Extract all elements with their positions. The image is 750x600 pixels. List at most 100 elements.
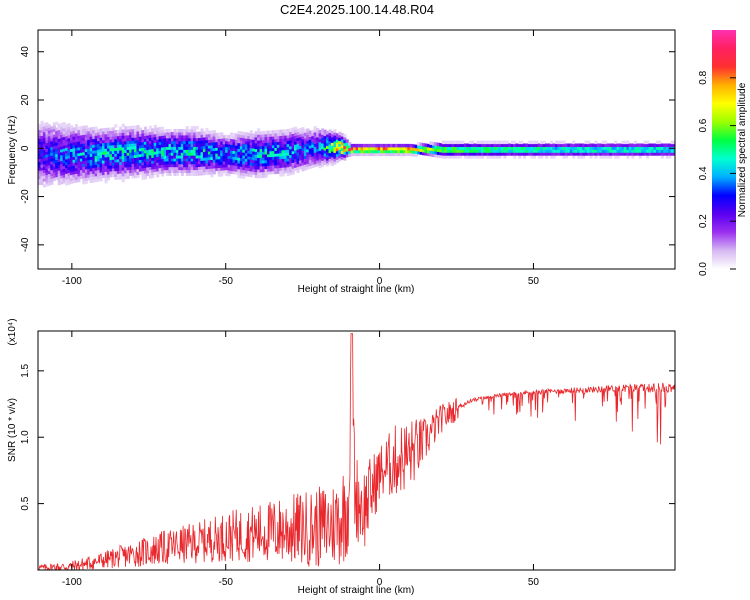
spectrogram-cell xyxy=(207,153,211,158)
spectrogram-cell xyxy=(215,153,219,157)
spectrogram-cell xyxy=(210,144,214,149)
spectrogram-cell xyxy=(42,137,46,141)
spectrogram-cell xyxy=(222,161,226,165)
spectrogram-cell xyxy=(574,146,578,150)
spectrogram-cell xyxy=(247,164,251,169)
spectrogram-cell xyxy=(205,128,209,132)
spectrogram-cell xyxy=(129,152,133,156)
spectrogram-cell xyxy=(210,159,214,163)
spectrogram-cell xyxy=(215,135,219,140)
spectrogram-cell xyxy=(257,131,261,135)
spectrogram-cell xyxy=(52,131,56,135)
spectrogram-cell xyxy=(244,146,248,151)
spectrogram-cell xyxy=(148,128,152,133)
spectrogram-cell xyxy=(545,155,549,159)
spectrogram-cell xyxy=(279,138,283,142)
spectrogram-cell xyxy=(62,165,66,169)
spectrogram-cell xyxy=(168,131,172,136)
spectrogram-cell xyxy=(148,137,152,141)
spectrogram-cell xyxy=(663,146,667,150)
spectrogram-cell xyxy=(518,149,522,153)
spectrogram-cell xyxy=(193,169,197,173)
spectrogram-cell xyxy=(188,149,192,153)
spectrogram-cell xyxy=(308,159,312,163)
spectrogram-cell xyxy=(380,143,384,148)
spectrogram-cell xyxy=(57,175,61,180)
spectrogram-cell xyxy=(670,149,674,153)
spectrogram-cell xyxy=(559,143,563,147)
spectrogram-cell xyxy=(114,176,118,180)
spectrogram-cell xyxy=(584,149,588,153)
spectrogram-cell xyxy=(279,170,283,174)
spectrogram-cell xyxy=(210,173,214,178)
spectrogram-cell xyxy=(419,148,423,152)
spectrogram-cell xyxy=(114,132,118,137)
spectrogram-cell xyxy=(599,146,603,150)
spectrogram-cell xyxy=(227,172,231,177)
spectrogram-cell xyxy=(584,140,588,145)
spectrogram-cell xyxy=(299,133,303,138)
spectrogram-cell xyxy=(599,149,603,153)
spectrogram-cell xyxy=(518,140,522,145)
spectrogram-cell xyxy=(183,140,187,145)
spectrogram-cell xyxy=(220,161,224,165)
spectrogram-cell xyxy=(126,129,130,133)
spectrogram-cell xyxy=(225,169,229,174)
spectrogram-cell xyxy=(299,162,303,167)
spectrogram-cell xyxy=(262,151,266,155)
spectrogram-cell xyxy=(156,168,160,172)
spectrogram-cell xyxy=(163,149,167,153)
spectrogram-cell xyxy=(40,152,44,157)
spectrogram-cell xyxy=(77,129,81,133)
spectrogram-cell xyxy=(70,145,74,150)
spectrogram-cell xyxy=(40,149,44,154)
spectrogram-cell xyxy=(134,128,138,132)
spectrogram-cell xyxy=(515,143,519,147)
spectrogram-cell xyxy=(131,172,135,176)
spectrogram-cell xyxy=(89,159,93,163)
spectrogram-cell xyxy=(185,129,189,133)
spectrogram-cell xyxy=(641,146,645,150)
spectrogram-cell xyxy=(126,163,130,168)
spectrogram-cell xyxy=(67,137,71,142)
spectrogram-cell xyxy=(92,132,96,137)
spectrogram-cell xyxy=(395,146,399,151)
spectrogram-cell xyxy=(338,134,342,139)
spectrogram-cell xyxy=(136,125,140,129)
spectrogram-cell xyxy=(92,129,96,134)
spectrogram-cell xyxy=(175,146,179,150)
spectrogram-cell xyxy=(60,143,64,147)
spectrogram-cell xyxy=(102,174,106,178)
spectrogram-cell xyxy=(333,149,337,153)
spectrogram-cell xyxy=(311,129,315,134)
spectrogram-cell xyxy=(124,152,128,156)
spectrogram-cell xyxy=(166,143,170,147)
spectrogram-cell xyxy=(200,134,204,138)
spectrogram-cell xyxy=(281,132,285,136)
spectrogram-cell xyxy=(156,156,160,160)
spectrogram-cell xyxy=(94,161,98,165)
spectrogram-cell xyxy=(242,152,246,156)
spectrogram-cell xyxy=(294,141,298,145)
spectrogram-cell xyxy=(99,151,103,156)
spectrogram-cell xyxy=(404,152,408,157)
spectrogram-cell xyxy=(77,178,81,183)
spectrogram-cell xyxy=(591,143,595,147)
spectrogram-cell xyxy=(503,155,507,159)
spectrogram-cell xyxy=(454,146,458,150)
spectrogram-cell xyxy=(190,166,194,171)
spectrogram-cell xyxy=(143,144,147,148)
spectrogram-cell xyxy=(45,180,49,184)
spectrogram-cell xyxy=(74,167,78,172)
spectrogram-cell xyxy=(446,152,450,156)
spectrogram-cell xyxy=(259,142,263,147)
spectrogram-cell xyxy=(577,149,581,153)
spectrogram-cell xyxy=(210,171,214,175)
spectrogram-cell xyxy=(151,151,155,155)
spectrogram-cell xyxy=(316,139,320,144)
spectrogram-cell xyxy=(134,174,138,179)
spectrogram-cell xyxy=(348,144,352,149)
spectrogram-cell xyxy=(466,152,470,156)
spectrogram-cell xyxy=(193,160,197,165)
spectrogram-cell xyxy=(40,141,44,145)
